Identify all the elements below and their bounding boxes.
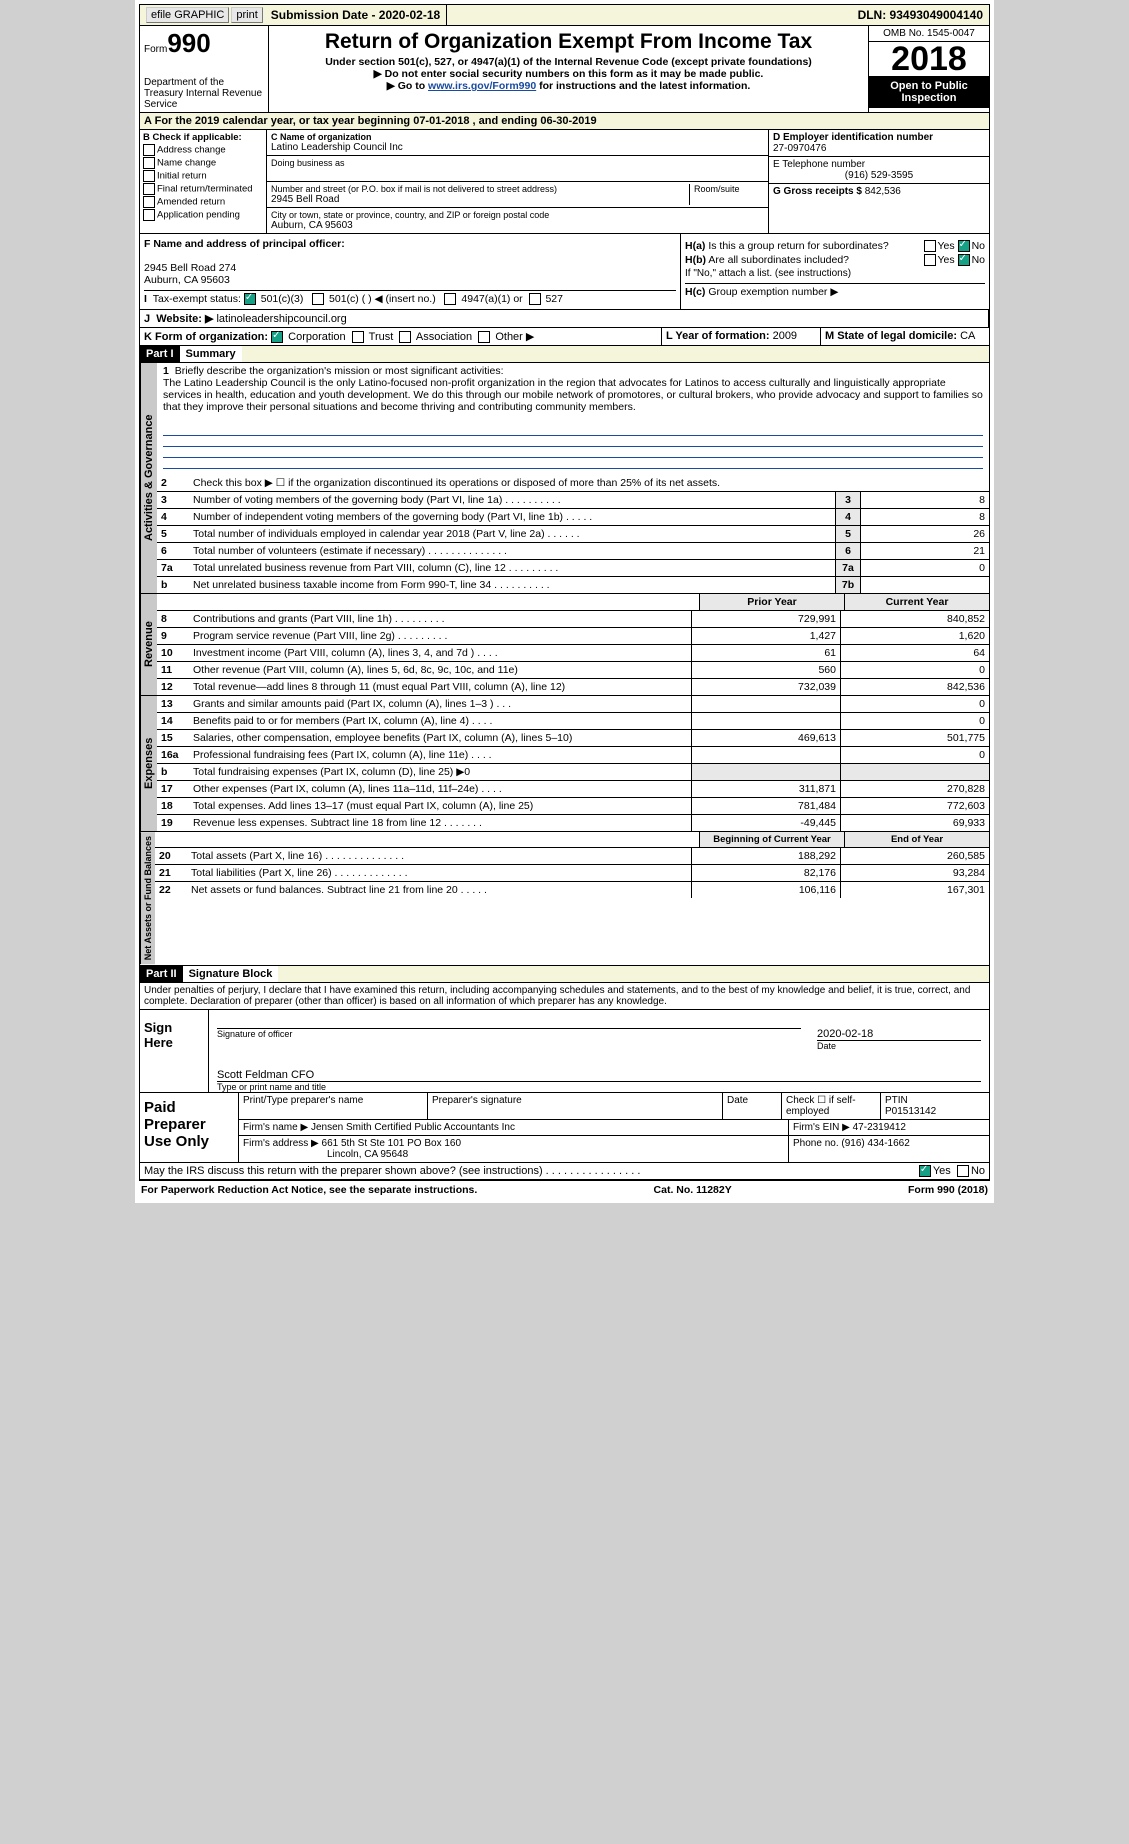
form-title: Return of Organization Exempt From Incom… <box>275 30 862 54</box>
subtitle-3-pre: ▶ Go to <box>387 80 428 92</box>
org-name: Latino Leadership Council Inc <box>271 142 764 153</box>
data-line: 17Other expenses (Part IX, column (A), l… <box>157 781 989 798</box>
mission-text: The Latino Leadership Council is the onl… <box>163 377 983 413</box>
form-page: efile GRAPHIC print Submission Date - 20… <box>135 0 994 1203</box>
data-line: 13Grants and similar amounts paid (Part … <box>157 696 989 713</box>
subtitle-2: ▶ Do not enter social security numbers o… <box>275 68 862 80</box>
data-line: bTotal fundraising expenses (Part IX, co… <box>157 764 989 781</box>
data-line: 8Contributions and grants (Part VIII, li… <box>157 611 989 628</box>
side-revenue: Revenue <box>140 594 157 695</box>
data-line: 11Other revenue (Part VIII, column (A), … <box>157 662 989 679</box>
efile-label: efile GRAPHIC <box>146 7 229 23</box>
top-bar: efile GRAPHIC print Submission Date - 20… <box>139 4 990 26</box>
telephone: (916) 529-3595 <box>773 170 985 181</box>
firm-name: Jensen Smith Certified Public Accountant… <box>311 1122 515 1133</box>
subtitle-3-post: for instructions and the latest informat… <box>536 80 750 92</box>
dln: DLN: 93493049004140 <box>852 5 989 25</box>
summary-line: 5Total number of individuals employed in… <box>157 526 989 543</box>
row-a-tax-year: A For the 2019 calendar year, or tax yea… <box>139 113 990 130</box>
data-line: 22Net assets or fund balances. Subtract … <box>155 882 989 898</box>
sign-here-label: Sign Here <box>140 1010 209 1092</box>
data-line: 19Revenue less expenses. Subtract line 1… <box>157 815 989 831</box>
street-address: 2945 Bell Road <box>271 194 689 205</box>
irs-link[interactable]: www.irs.gov/Form990 <box>428 80 536 92</box>
box-b: B Check if applicable: Address change Na… <box>140 130 267 233</box>
tax-year: 2018 <box>869 42 989 76</box>
summary-line: 7aTotal unrelated business revenue from … <box>157 560 989 577</box>
form-number: 990 <box>167 28 210 58</box>
section-f-h: F Name and address of principal officer:… <box>139 234 990 310</box>
part-2-header: Part IISignature Block <box>139 966 990 983</box>
part-1-header: Part ISummary <box>139 346 990 363</box>
perjury-statement: Under penalties of perjury, I declare th… <box>139 983 990 1010</box>
form-word: Form <box>144 44 167 55</box>
info-grid: B Check if applicable: Address change Na… <box>139 130 990 234</box>
data-line: 18Total expenses. Add lines 13–17 (must … <box>157 798 989 815</box>
data-line: 14Benefits paid to or for members (Part … <box>157 713 989 730</box>
summary-line: bNet unrelated business taxable income f… <box>157 577 989 593</box>
submission-date: Submission Date - 2020-02-18 <box>265 5 447 25</box>
data-line: 10Investment income (Part VIII, column (… <box>157 645 989 662</box>
website: latinoleadershipcouncil.org <box>216 313 346 325</box>
open-inspection: Open to Public Inspection <box>869 76 989 108</box>
summary-line: 3Number of voting members of the governi… <box>157 492 989 509</box>
data-line: 15Salaries, other compensation, employee… <box>157 730 989 747</box>
data-line: 9Program service revenue (Part VIII, lin… <box>157 628 989 645</box>
summary-line: 6Total number of volunteers (estimate if… <box>157 543 989 560</box>
gross-receipts: 842,536 <box>865 186 901 197</box>
form-header: Form990 Department of the Treasury Inter… <box>139 26 990 113</box>
data-line: 21Total liabilities (Part X, line 26) . … <box>155 865 989 882</box>
side-governance: Activities & Governance <box>140 363 157 593</box>
data-line: 16aProfessional fundraising fees (Part I… <box>157 747 989 764</box>
city-state-zip: Auburn, CA 95603 <box>271 220 764 231</box>
summary-line: 2Check this box ▶ ☐ if the organization … <box>157 475 989 492</box>
dept-label: Department of the Treasury Internal Reve… <box>144 77 264 110</box>
paid-preparer-label: Paid Preparer Use Only <box>140 1093 239 1162</box>
subtitle-1: Under section 501(c), 527, or 4947(a)(1)… <box>275 56 862 68</box>
data-line: 12Total revenue—add lines 8 through 11 (… <box>157 679 989 695</box>
officer-name: Scott Feldman CFO <box>217 1069 314 1081</box>
side-expenses: Expenses <box>140 696 157 831</box>
data-line: 20Total assets (Part X, line 16) . . . .… <box>155 848 989 865</box>
ein: 27-0970476 <box>773 143 826 154</box>
summary-line: 4Number of independent voting members of… <box>157 509 989 526</box>
print-button[interactable]: print <box>231 7 262 23</box>
side-netassets: Net Assets or Fund Balances <box>140 832 155 964</box>
page-footer: For Paperwork Reduction Act Notice, see … <box>139 1179 990 1199</box>
